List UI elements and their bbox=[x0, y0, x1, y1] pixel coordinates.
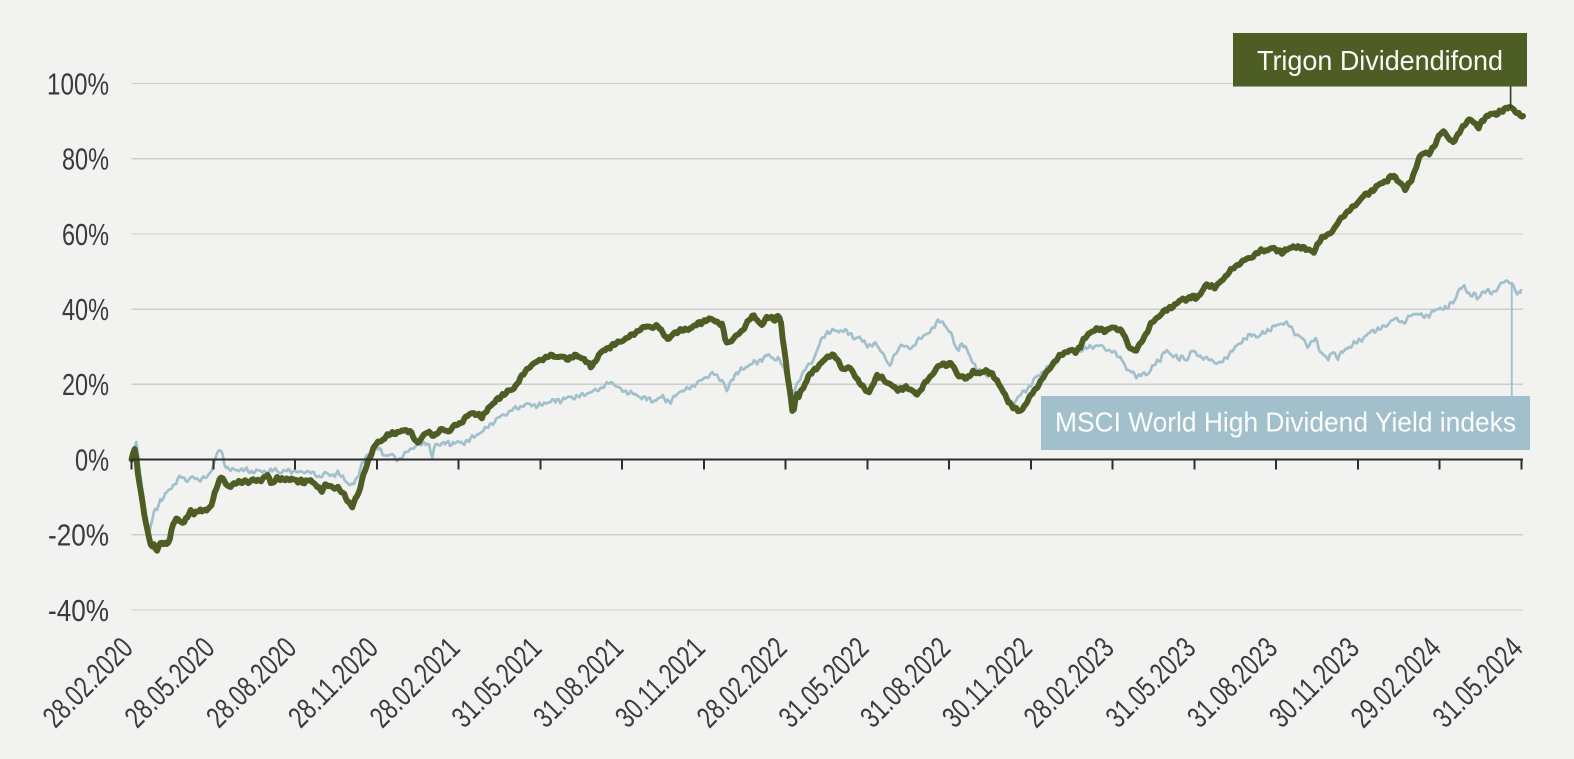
svg-text:80%: 80% bbox=[62, 142, 109, 177]
svg-text:-20%: -20% bbox=[48, 518, 109, 553]
svg-text:100%: 100% bbox=[47, 66, 109, 101]
svg-text:60%: 60% bbox=[62, 217, 109, 252]
svg-text:MSCI World High Dividend Yield: MSCI World High Dividend Yield indeks bbox=[1055, 407, 1516, 438]
svg-text:0%: 0% bbox=[75, 442, 109, 477]
svg-text:-40%: -40% bbox=[48, 593, 109, 628]
svg-text:20%: 20% bbox=[62, 367, 109, 402]
svg-text:Trigon Dividendifond: Trigon Dividendifond bbox=[1257, 45, 1503, 76]
svg-text:40%: 40% bbox=[62, 292, 109, 327]
